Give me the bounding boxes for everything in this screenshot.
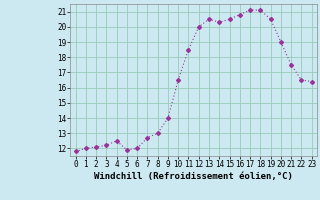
X-axis label: Windchill (Refroidissement éolien,°C): Windchill (Refroidissement éolien,°C) (94, 172, 293, 181)
